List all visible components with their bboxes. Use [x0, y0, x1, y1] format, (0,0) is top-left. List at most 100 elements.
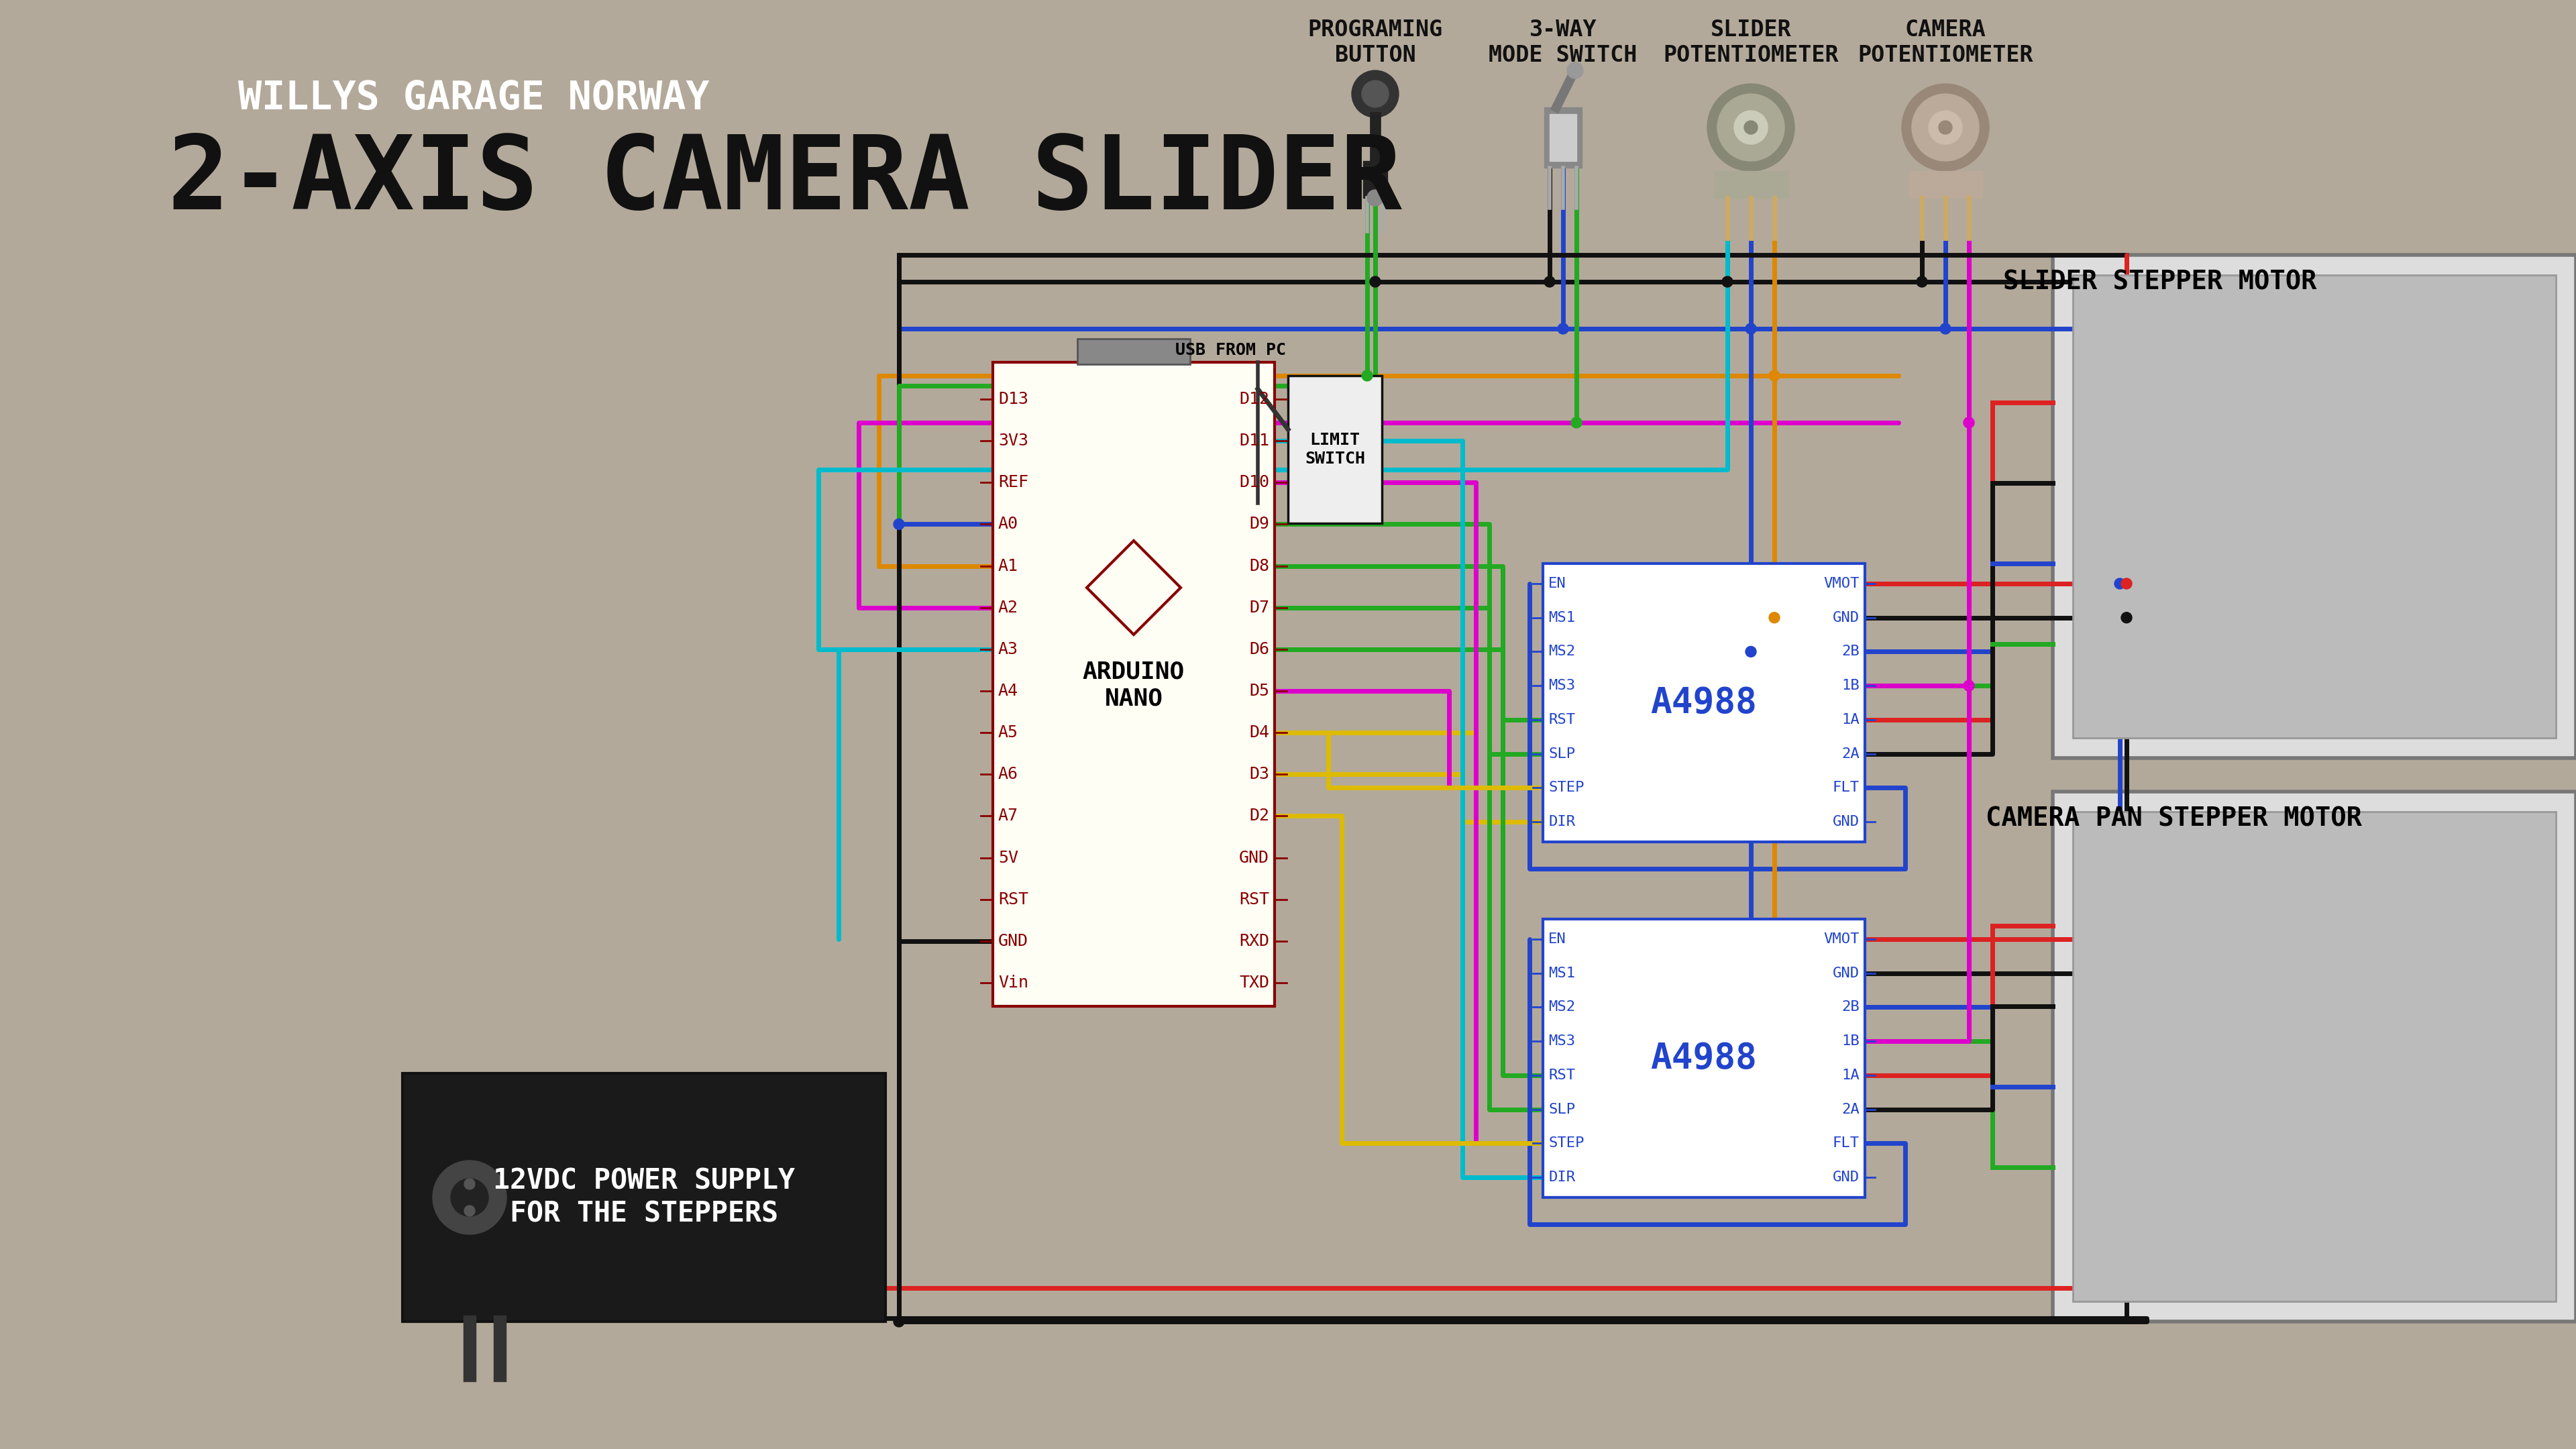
- Text: D4: D4: [1249, 724, 1270, 740]
- Text: 2-AXIS CAMERA SLIDER: 2-AXIS CAMERA SLIDER: [167, 130, 1401, 230]
- Text: ARDUINO: ARDUINO: [1082, 661, 1185, 682]
- Text: RXD: RXD: [1239, 933, 1270, 949]
- Text: MS1: MS1: [1548, 966, 1574, 980]
- Circle shape: [1911, 94, 1978, 161]
- Text: Vin: Vin: [999, 975, 1028, 991]
- Circle shape: [1566, 62, 1584, 78]
- Bar: [2053, 791, 2576, 1321]
- Text: 1A: 1A: [1842, 1068, 1860, 1082]
- Bar: [2053, 255, 2576, 758]
- Text: EN: EN: [1548, 933, 1566, 946]
- Circle shape: [894, 519, 904, 529]
- Text: A3: A3: [999, 642, 1018, 658]
- Text: D8: D8: [1249, 558, 1270, 574]
- Text: GND: GND: [1239, 849, 1270, 865]
- Text: SLP: SLP: [1548, 1103, 1574, 1116]
- Text: RST: RST: [1239, 891, 1270, 907]
- Circle shape: [1744, 120, 1757, 135]
- Text: D5: D5: [1249, 682, 1270, 698]
- Circle shape: [1368, 190, 1383, 206]
- Circle shape: [1363, 371, 1373, 381]
- Circle shape: [2115, 578, 2125, 588]
- Text: STEP: STEP: [1548, 781, 1584, 794]
- Bar: [1077, 339, 1190, 364]
- Text: D10: D10: [1239, 474, 1270, 491]
- Text: 3-WAY
MODE SWITCH: 3-WAY MODE SWITCH: [1489, 19, 1638, 67]
- Bar: [1543, 107, 1582, 168]
- Bar: [1288, 375, 1381, 523]
- Text: 1B: 1B: [1842, 1035, 1860, 1048]
- Text: D7: D7: [1249, 600, 1270, 616]
- Text: PROGRAMING
BUTTON: PROGRAMING BUTTON: [1309, 19, 1443, 67]
- Bar: [2074, 275, 2555, 738]
- Text: D2: D2: [1249, 809, 1270, 824]
- Text: FLT: FLT: [1832, 1136, 1860, 1151]
- Text: D3: D3: [1249, 767, 1270, 782]
- Text: CAMERA
POTENTIOMETER: CAMERA POTENTIOMETER: [1857, 19, 2032, 67]
- Circle shape: [1963, 681, 1973, 691]
- Text: 2B: 2B: [1842, 1000, 1860, 1014]
- Bar: [402, 1074, 886, 1321]
- Circle shape: [433, 1161, 507, 1235]
- Circle shape: [464, 1206, 474, 1216]
- Circle shape: [464, 1178, 474, 1190]
- Circle shape: [1963, 417, 1973, 427]
- Text: GND: GND: [1832, 611, 1860, 625]
- Text: A2: A2: [999, 600, 1018, 616]
- Bar: [1713, 171, 1788, 199]
- Text: 2B: 2B: [1842, 645, 1860, 658]
- Circle shape: [1770, 371, 1780, 381]
- Circle shape: [1721, 277, 1734, 287]
- Text: D9: D9: [1249, 516, 1270, 532]
- Text: FLT: FLT: [1832, 781, 1860, 794]
- Text: A0: A0: [999, 516, 1018, 532]
- Bar: [899, 255, 2128, 1321]
- Text: 12VDC POWER SUPPLY
FOR THE STEPPERS: 12VDC POWER SUPPLY FOR THE STEPPERS: [492, 1166, 796, 1227]
- Bar: [1363, 161, 1388, 199]
- Text: MS1: MS1: [1548, 611, 1574, 625]
- Circle shape: [1747, 323, 1757, 335]
- Bar: [1543, 919, 1865, 1197]
- Text: RST: RST: [999, 891, 1028, 907]
- Circle shape: [1940, 323, 1950, 335]
- Circle shape: [2120, 578, 2133, 588]
- Text: A6: A6: [999, 767, 1018, 782]
- Circle shape: [1747, 646, 1757, 656]
- Text: 3V3: 3V3: [999, 433, 1028, 449]
- Text: 1B: 1B: [1842, 680, 1860, 693]
- Text: TXD: TXD: [1239, 975, 1270, 991]
- Bar: [2074, 811, 2555, 1301]
- Text: DIR: DIR: [1548, 1171, 1574, 1184]
- Circle shape: [1770, 613, 1780, 623]
- Bar: [992, 362, 1275, 1006]
- Circle shape: [2120, 613, 2133, 623]
- Bar: [1909, 171, 1984, 199]
- Circle shape: [1718, 94, 1785, 161]
- Text: SLIDER STEPPER MOTOR: SLIDER STEPPER MOTOR: [2004, 270, 2316, 294]
- Text: 2A: 2A: [1842, 1103, 1860, 1116]
- Text: DIR: DIR: [1548, 814, 1574, 829]
- Text: GND: GND: [1832, 814, 1860, 829]
- Circle shape: [1370, 277, 1381, 287]
- Circle shape: [1734, 110, 1767, 145]
- Text: VMOT: VMOT: [1824, 933, 1860, 946]
- Circle shape: [1558, 323, 1569, 335]
- Text: D12: D12: [1239, 391, 1270, 407]
- Bar: [1551, 114, 1577, 161]
- Text: SLP: SLP: [1548, 748, 1574, 761]
- Text: A7: A7: [999, 809, 1018, 824]
- Text: RST: RST: [1548, 1068, 1574, 1082]
- Text: MS2: MS2: [1548, 1000, 1574, 1014]
- Text: GND: GND: [1832, 1171, 1860, 1184]
- Circle shape: [894, 1316, 904, 1327]
- Text: MS2: MS2: [1548, 645, 1574, 658]
- Circle shape: [1543, 277, 1556, 287]
- Text: SLIDER
POTENTIOMETER: SLIDER POTENTIOMETER: [1664, 19, 1839, 67]
- Circle shape: [1929, 110, 1963, 145]
- Circle shape: [451, 1178, 489, 1216]
- Text: GND: GND: [1832, 966, 1860, 980]
- Circle shape: [1571, 417, 1582, 427]
- Text: CAMERA PAN STEPPER MOTOR: CAMERA PAN STEPPER MOTOR: [1986, 806, 2362, 832]
- Circle shape: [1363, 81, 1388, 107]
- Text: GND: GND: [999, 933, 1028, 949]
